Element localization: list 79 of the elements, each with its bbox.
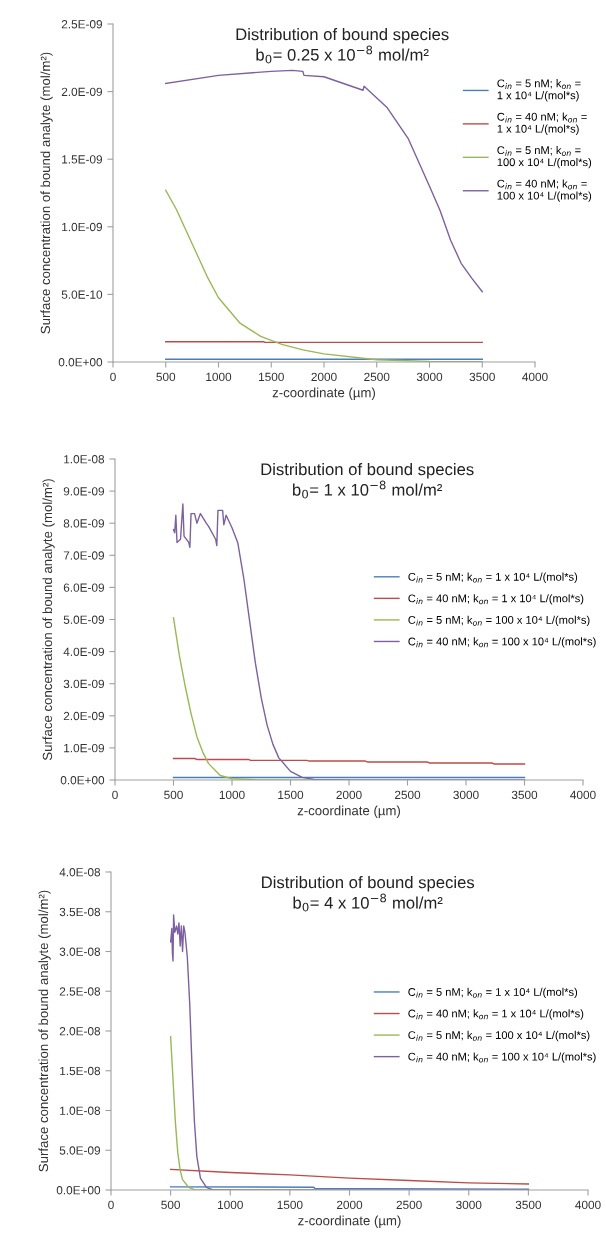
- y-tick-label: 8.0E-09: [63, 519, 105, 528]
- y-tick-label: 2.0E-08: [59, 1027, 101, 1036]
- y-tick-label: 3.0E-09: [63, 679, 105, 689]
- x-tick-label: 1500: [278, 790, 304, 800]
- line-series: [169, 1168, 530, 1185]
- x-tick-label: 1000: [218, 1200, 243, 1210]
- x-tick-label: 1500: [259, 372, 284, 382]
- x-tick-label: 3500: [469, 372, 495, 382]
- y-tick-label: 0.0E+00: [56, 1186, 101, 1195]
- legend-label: C$_{in}$ = 40 nM; k$_{on}$ = 1 x 10⁴ L/(mol*s): [497, 112, 587, 135]
- y-tick-label: 3.5E-08: [59, 907, 101, 917]
- y-tick-label: 1.5E-08: [60, 1066, 101, 1076]
- x-axis-title: z-coordinate (µm): [297, 805, 401, 818]
- y-axis-title: Surface concentration of bound analyte (mol/m²): [38, 890, 51, 1172]
- y-tick-label: 1.0E-08: [60, 1106, 101, 1115]
- x-tick-label: 2500: [364, 372, 390, 382]
- y-tick-label: 1.0E-08: [64, 455, 105, 464]
- legend-label: C$_{in}$ = 5 nM; k$_{on}$ = 100 x 10⁴ L/(mol*s): [497, 145, 592, 169]
- y-tick-label: 1.0E-09: [64, 743, 105, 753]
- x-tick-label: 3000: [453, 790, 479, 800]
- x-tick-label: 3000: [456, 1200, 482, 1210]
- chart-title: Distribution of bound species: [236, 28, 449, 44]
- y-tick-label: 5.0E-09: [59, 1146, 101, 1155]
- x-tick-label: 2500: [396, 1200, 422, 1210]
- y-tick-label: 5.0E-10: [61, 290, 103, 299]
- y-tick-label: 7.0E-09: [63, 551, 105, 560]
- legend-label: C$_{in}$ = 5 nM; k$_{on}$ = 100 x 10⁴ L/(mol*s): [408, 1030, 590, 1042]
- legend-label: C$_{in}$ = 40 nM; k$_{on}$ = 100 x 10⁴ L/(mol*s): [408, 637, 596, 648]
- x-tick-label: 1000: [206, 372, 232, 382]
- x-tick-label: 2000: [336, 1200, 363, 1210]
- legend-label: C$_{in}$ = 5 nM; k$_{on}$ = 1 x 10⁴ L/(mol*s): [497, 79, 581, 102]
- legend-label: C$_{in}$ = 40 nM; k$_{on}$ = 100 x 10⁴ L/(mol*s): [408, 1052, 596, 1063]
- text: b$_{0}$= 1 x 10$^{−8}$ mol/m²: [293, 480, 443, 499]
- x-tick-label: 0: [108, 1200, 114, 1210]
- x-axis-title: z-coordinate (µm): [298, 1215, 401, 1228]
- x-tick-label: 500: [161, 1200, 181, 1210]
- x-tick-label: 500: [156, 372, 176, 382]
- y-tick-label: 9.0E-09: [63, 487, 105, 496]
- y-tick-label: 2.0E-09: [63, 711, 105, 721]
- y-tick-label: 4.0E-09: [63, 647, 105, 656]
- y-tick-label: 3.0E-08: [59, 947, 101, 956]
- y-tick-label: 0.0E+00: [60, 776, 105, 785]
- legend-label: C$_{in}$ = 5 nM; k$_{on}$ = 1 x 10⁴ L/(mol*s): [408, 572, 578, 583]
- y-axis-title: Surface concentration of bound analyte (mol/m²): [40, 52, 53, 334]
- x-tick-label: 1000: [219, 790, 245, 800]
- x-tick-label: 2500: [394, 790, 421, 800]
- x-tick-label: 2000: [311, 372, 337, 382]
- x-tick-label: 4000: [575, 1200, 601, 1210]
- x-tick-label: 500: [164, 790, 183, 800]
- chart-title: Distribution of bound species: [262, 876, 475, 892]
- y-tick-label: 2.0E-09: [61, 87, 103, 96]
- y-tick-label: 1.0E-09: [62, 222, 103, 232]
- legend-label: C$_{in}$ = 5 nM; k$_{on}$ = 100 x 10⁴ L/(mol*s): [408, 615, 590, 627]
- x-axis-title: z-coordinate (µm): [272, 387, 376, 400]
- y-tick-label: 0.0E+00: [58, 358, 103, 367]
- y-tick-label: 2.5E-08: [59, 987, 101, 996]
- legend-label: C$_{in}$ = 40 nM; k$_{on}$ = 100 x 10⁴ L/(mol*s): [497, 179, 592, 202]
- x-tick-label: 2000: [336, 790, 362, 800]
- x-tick-label: 0: [110, 372, 116, 382]
- x-tick-label: 3500: [515, 1200, 542, 1210]
- y-axis-title: Surface concentration of bound analyte (mol/m²): [42, 479, 55, 761]
- legend-label: C$_{in}$ = 40 nM; k$_{on}$ = 1 x 10⁴ L/(mol*s): [408, 594, 584, 605]
- x-tick-label: 3500: [511, 790, 538, 800]
- x-tick-label: 1500: [277, 1200, 303, 1210]
- legend-label: C$_{in}$ = 5 nM; k$_{on}$ = 1 x 10⁴ L/(mol*s): [408, 987, 578, 999]
- x-tick-label: 4000: [522, 372, 548, 382]
- line-series: [165, 69, 483, 293]
- y-tick-label: 4.0E-08: [59, 868, 101, 877]
- x-tick-label: 3000: [416, 372, 443, 382]
- legend-label: C$_{in}$ = 40 nM; k$_{on}$ = 1 x 10⁴ L/(mol*s): [408, 1009, 584, 1020]
- chart-title: Distribution of bound species: [261, 463, 474, 479]
- text: b$_{0}$= 0.25 x 10$^{−8}$ mol/m²: [256, 45, 429, 64]
- y-tick-label: 1.5E-09: [62, 155, 103, 164]
- y-tick-label: 5.0E-09: [63, 615, 105, 624]
- text: b$_{0}$= 4 x 10$^{−8}$ mol/m²: [293, 893, 443, 912]
- x-tick-label: 4000: [570, 790, 596, 800]
- x-tick-label: 0: [112, 790, 118, 800]
- y-tick-label: 2.5E-09: [61, 20, 103, 29]
- y-tick-label: 6.0E-09: [63, 583, 105, 592]
